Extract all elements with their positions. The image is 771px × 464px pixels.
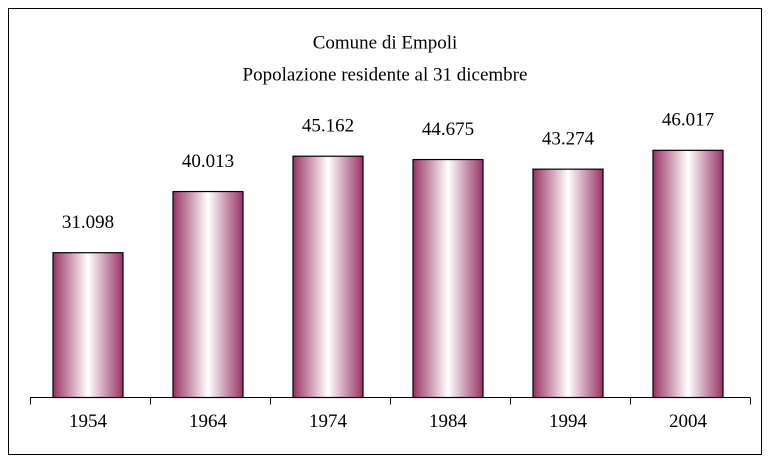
x-tick-label: 1984 [429, 411, 468, 432]
data-label: 40.013 [182, 151, 234, 172]
bar [412, 158, 484, 399]
data-label: 44.675 [422, 119, 474, 140]
data-label: 31.098 [62, 212, 114, 233]
x-tick-label: 1974 [309, 411, 348, 432]
data-label: 46.017 [662, 110, 714, 131]
data-label: 43.274 [542, 129, 595, 150]
x-tick-label: 1964 [189, 411, 228, 432]
bar [652, 149, 724, 399]
bar [172, 190, 244, 399]
bar [292, 155, 364, 399]
data-label: 45.162 [302, 116, 354, 137]
chart-subtitle: Popolazione residente al 31 dicembre [243, 64, 528, 85]
x-tick-label: 1954 [69, 411, 108, 432]
bar [52, 252, 124, 399]
chart-frame [8, 8, 762, 455]
x-tick-label: 2004 [669, 411, 708, 432]
chart-title: Comune di Empoli [313, 32, 458, 53]
bar [532, 168, 604, 399]
x-tick-label: 1994 [549, 411, 588, 432]
